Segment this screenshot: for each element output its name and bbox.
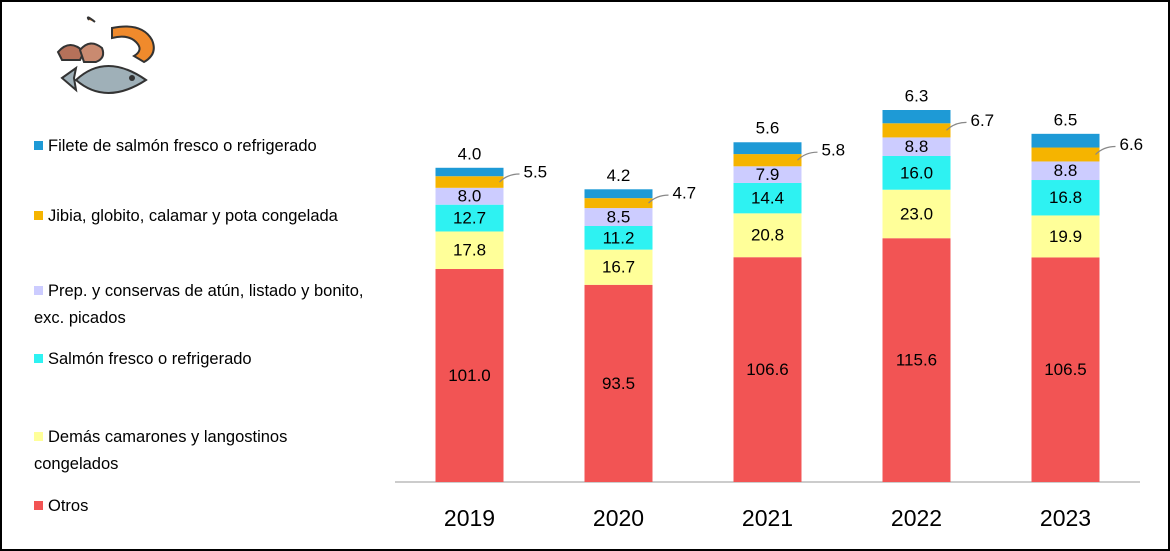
x-tick-label: 2023 [1040,505,1091,531]
data-label: 16.0 [900,163,933,182]
legend-entry: Filete de salmón fresco o refrigerado [34,133,364,160]
data-label: 14.4 [751,189,784,208]
data-label: 4.7 [673,184,697,203]
data-label: 5.8 [822,141,846,160]
data-label: 93.5 [602,374,635,393]
bar-segment [733,166,802,183]
data-label: 7.9 [756,165,780,184]
data-label: 6.3 [905,86,929,105]
bar-segment [1031,161,1100,181]
legend-label: Jibia, globito, calamar y pota congelada [48,207,338,225]
x-tick-label: 2021 [742,505,793,531]
legend-swatch [34,141,43,150]
bar-segment [584,208,653,226]
bar-segment [733,154,802,167]
legend-entry: Salmón fresco o refrigerado [34,346,364,373]
bar-segment [882,110,951,124]
data-label: 5.6 [756,119,780,138]
legend-swatch [34,501,43,510]
bar-segment [584,189,653,199]
legend-label: Prep. y conservas de atún, listado y bon… [34,282,364,327]
x-tick-label: 2020 [593,505,644,531]
leader-line [1095,145,1116,155]
data-label: 8.8 [905,137,929,156]
bar-segment [882,137,951,156]
legend-swatch [34,211,43,220]
data-label: 6.5 [1054,110,1078,129]
legend-entry: Prep. y conservas de atún, listado y bon… [34,278,364,332]
bar-segment [1031,133,1100,148]
legend-entry: Demás camarones y langostinos congelados [34,424,364,478]
data-label: 23.0 [900,204,933,223]
legend-entry: Jibia, globito, calamar y pota congelada [34,203,364,230]
data-label: 16.7 [602,258,635,277]
bar-segment [882,189,951,239]
data-label: 6.6 [1120,135,1144,154]
legend-swatch [34,286,43,295]
bar-segment [733,182,802,214]
legend-label: Demás camarones y langostinos congelados [34,428,288,473]
data-label: 19.9 [1049,227,1082,246]
legend-label: Otros [48,497,89,515]
bar-segment [435,187,504,205]
data-label: 16.8 [1049,188,1082,207]
bar-segment [882,123,951,138]
data-label: 8.5 [607,208,631,227]
data-label: 8.0 [458,187,482,206]
bar-segment [733,257,802,482]
bar-segment [1031,257,1100,482]
data-label: 11.2 [603,228,635,247]
data-label: 4.2 [607,166,631,185]
x-tick-label: 2022 [891,505,942,531]
data-label: 115.6 [896,351,937,370]
bar-segment [584,284,653,482]
bar-segment [882,155,951,190]
x-tick-label: 2019 [444,505,495,531]
data-label: 17.8 [453,241,486,260]
bar-segment [435,204,504,232]
bar-segment [435,176,504,188]
bar-segment [435,167,504,177]
bar-segment [584,198,653,209]
data-label: 106.5 [1044,360,1087,379]
seafood-icon [56,16,155,94]
bar-segment [1031,180,1100,216]
bar-segment [435,269,504,482]
leader-line [648,194,669,204]
data-label: 4.0 [458,144,482,163]
leader-line [946,121,967,131]
data-label: 20.8 [751,226,784,245]
legend-label: Salmón fresco o refrigerado [48,350,252,368]
bar-segment [584,249,653,285]
bar-segment [733,142,802,155]
data-label: 8.8 [1054,161,1078,180]
data-label: 106.6 [746,360,789,379]
legend-swatch [34,432,43,441]
legend-swatch [34,354,43,363]
bar-segment [435,231,504,270]
data-label: 6.7 [971,111,995,130]
legend-label: Filete de salmón fresco o refrigerado [48,137,317,155]
bar-segment [1031,147,1100,162]
leader-line [499,173,520,183]
bar-segment [882,238,951,482]
data-label: 5.5 [524,163,548,182]
legend-entry: Otros [34,493,364,520]
bar-segment [733,213,802,258]
leader-line [797,151,818,161]
data-label: 12.7 [453,209,486,228]
bar-segment [584,225,653,250]
bar-segment [1031,215,1100,258]
data-label: 101.0 [448,366,491,385]
